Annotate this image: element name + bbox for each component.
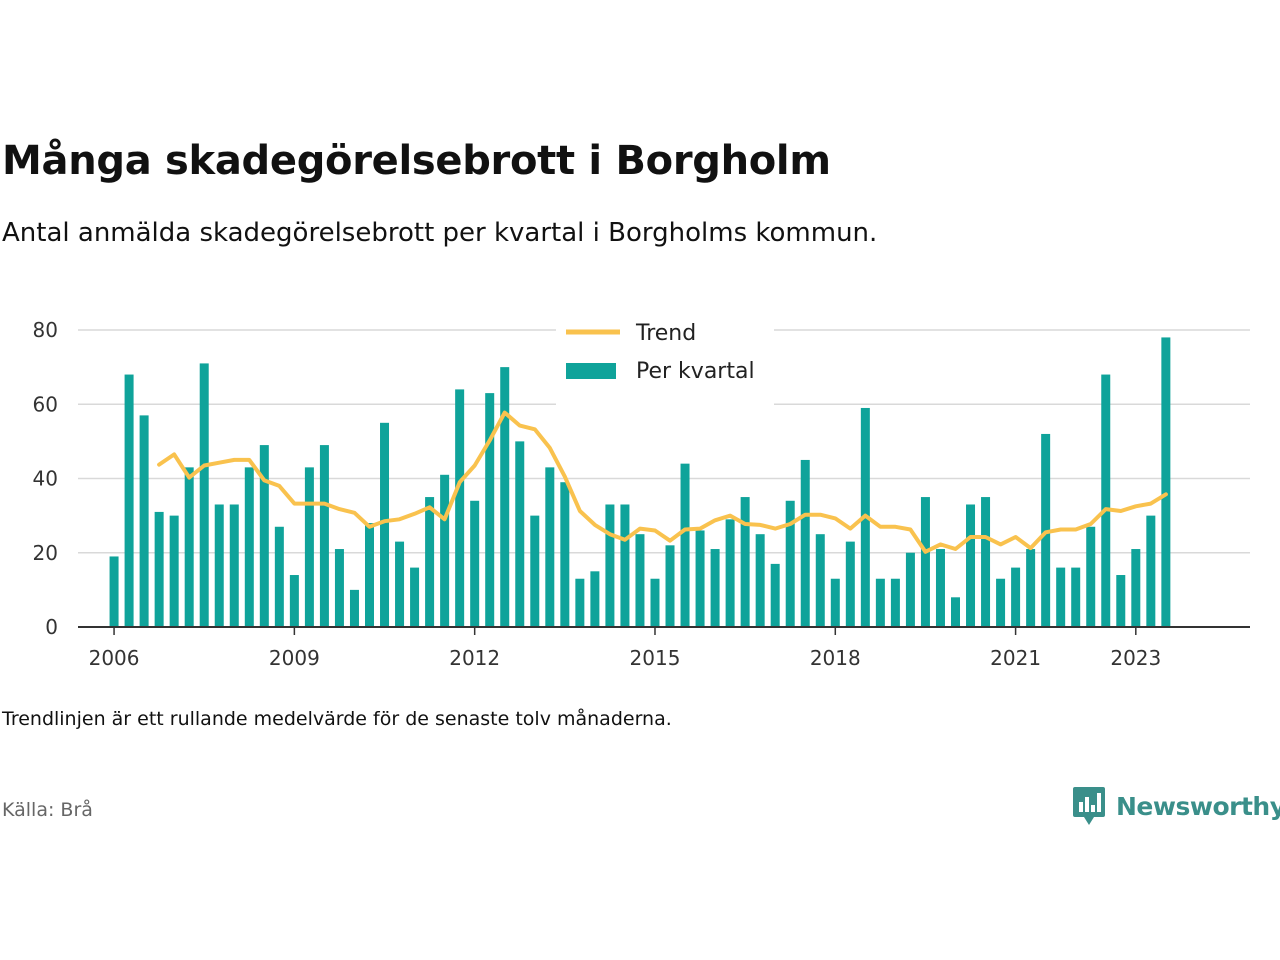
- bar: [695, 530, 705, 627]
- bar: [680, 463, 690, 627]
- bar: [199, 363, 209, 627]
- x-tick-label: 2021: [990, 646, 1041, 670]
- bar: [485, 393, 495, 627]
- bar: [395, 541, 405, 627]
- bar: [635, 534, 645, 627]
- bar: [515, 441, 525, 627]
- x-tick-label: 2006: [89, 646, 140, 670]
- bar: [950, 597, 960, 627]
- bar: [590, 571, 600, 627]
- bar: [770, 563, 780, 627]
- bar: [665, 545, 675, 627]
- chart: 0 20 40 60 80 2006 2009 2012 2015 2018 2021 2023 T…: [33, 316, 1250, 670]
- bar: [545, 467, 555, 627]
- bar: [440, 474, 450, 627]
- bar: [304, 467, 314, 627]
- bar: [274, 526, 284, 627]
- bar: [109, 556, 119, 627]
- bar: [605, 504, 615, 627]
- bar: [470, 500, 480, 627]
- bar: [289, 575, 299, 627]
- legend-bar-label: Per kvartal: [636, 359, 755, 384]
- chart-note: Trendlinjen är ett rullande medelvärde f…: [2, 708, 672, 730]
- bar: [184, 467, 194, 627]
- bar: [1056, 567, 1066, 627]
- bar: [725, 519, 735, 627]
- bar: [620, 504, 630, 627]
- legend-bar-swatch: [566, 363, 616, 379]
- bar: [1131, 549, 1141, 627]
- y-tick-label: 60: [33, 392, 58, 416]
- bar: [380, 422, 390, 627]
- x-tick-label: 2015: [630, 646, 681, 670]
- bar: [500, 367, 510, 627]
- y-axis-ticks: 0 20 40 60 80: [33, 318, 58, 639]
- legend: Trend Per kvartal: [556, 316, 774, 408]
- bar: [981, 497, 991, 627]
- bar: [259, 445, 269, 627]
- bar: [996, 578, 1006, 627]
- x-axis-ticks: 2006 2009 2012 2015 2018 2021 2023: [89, 627, 1161, 670]
- bar: [1011, 567, 1021, 627]
- bar: [124, 374, 134, 627]
- bar: [905, 552, 915, 627]
- bar: [815, 534, 825, 627]
- bar: [755, 534, 765, 627]
- bar: [139, 415, 149, 627]
- bar: [425, 497, 435, 627]
- bar: [1026, 549, 1036, 627]
- bar-series: [109, 337, 1171, 627]
- bar: [560, 482, 570, 627]
- bar: [966, 504, 976, 627]
- bar: [169, 515, 179, 627]
- bar: [1161, 337, 1171, 627]
- bar: [1116, 575, 1126, 627]
- y-tick-label: 0: [45, 615, 58, 639]
- bar: [1071, 567, 1081, 627]
- bar: [334, 549, 344, 627]
- bar: [710, 549, 720, 627]
- chart-subtitle: Antal anmälda skadegörelsebrott per kvar…: [2, 218, 878, 248]
- chart-title: Många skadegörelsebrott i Borgholm: [2, 138, 831, 184]
- brand[interactable]: Newsworthy: [1072, 784, 1280, 828]
- y-tick-label: 80: [33, 318, 58, 342]
- bar: [214, 504, 224, 627]
- x-tick-label: 2012: [449, 646, 500, 670]
- bar: [650, 578, 660, 627]
- x-tick-label: 2018: [810, 646, 861, 670]
- bar: [740, 497, 750, 627]
- y-tick-label: 20: [33, 541, 58, 565]
- trend-series: [157, 410, 1168, 554]
- bar: [575, 578, 585, 627]
- bar: [229, 504, 239, 627]
- x-tick-label: 2023: [1110, 646, 1161, 670]
- bar: [920, 497, 930, 627]
- bar: [845, 541, 855, 627]
- source-label: Källa: Brå: [2, 799, 93, 821]
- bar: [800, 459, 810, 627]
- bar: [244, 467, 254, 627]
- bar: [785, 500, 795, 627]
- bar: [1086, 526, 1096, 627]
- brand-name: Newsworthy: [1116, 791, 1280, 821]
- bar: [890, 578, 900, 627]
- bar: [364, 523, 374, 627]
- y-tick-label: 40: [33, 467, 58, 491]
- newsworthy-logo-icon: [1073, 787, 1105, 825]
- bar: [455, 389, 465, 627]
- bar: [1101, 374, 1111, 627]
- bar: [530, 515, 540, 627]
- bar: [154, 511, 164, 627]
- bar: [410, 567, 420, 627]
- bar: [1146, 515, 1156, 627]
- x-tick-label: 2009: [269, 646, 320, 670]
- trend-line: [157, 410, 1168, 554]
- bar: [349, 589, 359, 627]
- bar: [319, 445, 329, 627]
- bar: [830, 578, 840, 627]
- bar: [875, 578, 885, 627]
- legend-trend-label: Trend: [635, 321, 696, 346]
- bar: [935, 549, 945, 627]
